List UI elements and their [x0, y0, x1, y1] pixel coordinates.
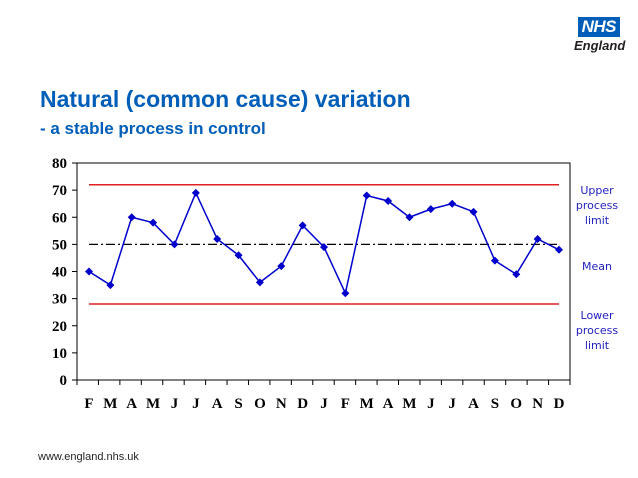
x-tick-label: D [554, 396, 565, 412]
data-point [469, 207, 478, 216]
x-tick-label: A [383, 396, 394, 412]
data-point [106, 281, 115, 290]
upper-limit-annotation: process [576, 199, 619, 212]
data-point [448, 199, 457, 208]
y-tick-label: 0 [60, 373, 68, 389]
x-tick-label: O [254, 396, 266, 412]
y-tick-label: 60 [52, 210, 67, 226]
x-tick-label: D [297, 396, 308, 412]
x-tick-label: A [126, 396, 137, 412]
mean-annotation: Mean [582, 260, 612, 273]
x-tick-label: F [84, 396, 93, 412]
x-tick-label: J [320, 396, 328, 412]
x-tick-label: N [532, 396, 543, 412]
x-tick-label: A [468, 396, 479, 412]
y-tick-label: 70 [52, 183, 67, 199]
logo-org-name: England [574, 38, 626, 53]
x-tick-label: N [276, 396, 287, 412]
y-tick-label: 10 [52, 346, 67, 362]
data-series [85, 188, 563, 298]
data-point [490, 256, 499, 265]
x-tick-label: F [341, 396, 350, 412]
y-tick-label: 40 [52, 265, 67, 281]
data-point [384, 196, 393, 205]
data-point [298, 221, 307, 230]
nhs-badge: NHS [577, 17, 620, 37]
nhs-england-logo: NHS England [574, 17, 626, 53]
data-point [320, 243, 328, 252]
y-tick-label: 80 [52, 156, 67, 172]
upper-limit-annotation: Upper [580, 184, 614, 197]
x-tick-label: J [427, 396, 435, 412]
x-tick-label: J [448, 396, 456, 412]
data-point [149, 218, 158, 227]
data-point [234, 251, 243, 260]
x-tick-label: A [212, 396, 223, 412]
data-point [255, 278, 264, 287]
x-tick-label: M [402, 396, 416, 412]
x-tick-label: J [171, 396, 179, 412]
lower-limit-annotation: limit [585, 339, 610, 352]
x-tick-label: M [146, 396, 160, 412]
lower-limit-annotation: process [576, 324, 619, 337]
page-subtitle: - a stable process in control [40, 119, 266, 138]
data-point [512, 270, 521, 279]
plot-frame [76, 162, 571, 381]
upper-limit-annotation: limit [585, 214, 610, 227]
y-tick-label: 20 [52, 319, 67, 335]
data-point [533, 234, 542, 243]
data-point [277, 262, 286, 271]
footer-url: www.england.nhs.uk [38, 451, 139, 463]
data-point [362, 191, 371, 200]
limit-annotations: Upper process limit Mean Lower process limit [576, 184, 619, 352]
data-point [191, 188, 200, 197]
y-tick-label: 30 [52, 292, 67, 308]
data-point [555, 245, 563, 254]
plot-area [72, 162, 571, 385]
data-point [85, 267, 93, 276]
data-point [405, 213, 414, 222]
y-tick-label: 50 [52, 237, 67, 253]
x-tick-label: J [192, 396, 200, 412]
x-tick-label: M [360, 396, 374, 412]
data-point [127, 213, 136, 222]
data-point [426, 205, 435, 214]
data-point [341, 289, 350, 298]
data-point [213, 234, 222, 243]
x-tick-label: S [234, 396, 242, 412]
x-tick-label: S [491, 396, 499, 412]
x-tick-label: M [103, 396, 117, 412]
y-axis-labels: 0 10 20 30 40 50 60 70 80 [52, 156, 67, 389]
data-point [170, 240, 179, 249]
x-tick-label: O [510, 396, 522, 412]
lower-limit-annotation: Lower [581, 309, 614, 322]
page-title: Natural (common cause) variation [40, 86, 411, 112]
